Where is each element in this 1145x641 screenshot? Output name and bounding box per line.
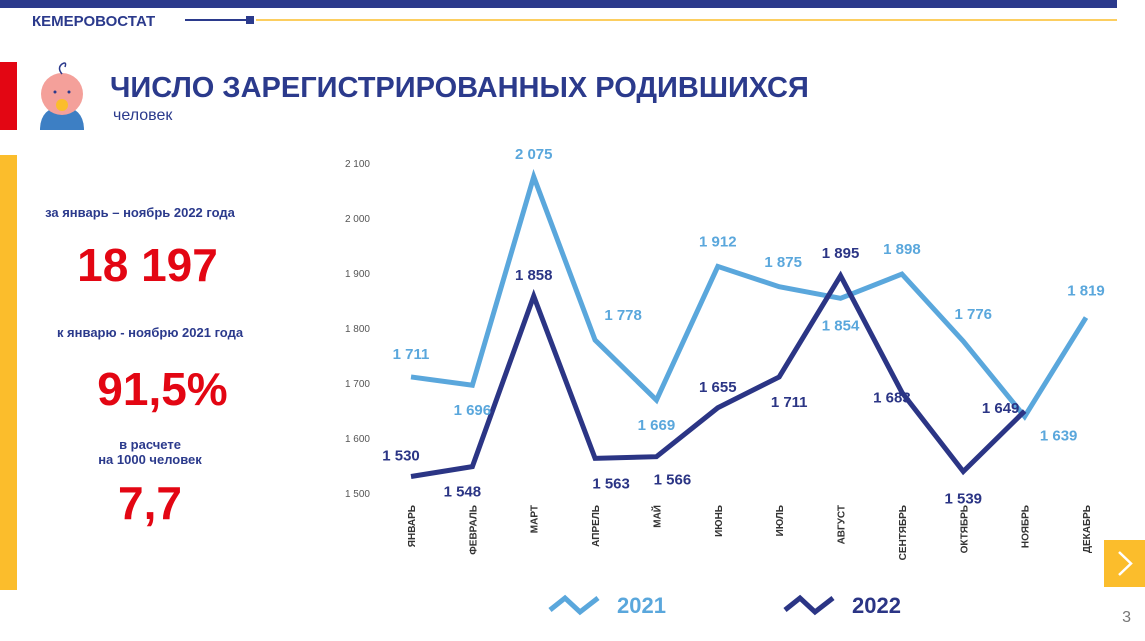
x-tick-label: ИЮЛЬ (775, 505, 786, 536)
x-tick-label: НОЯБРЬ (1021, 505, 1032, 548)
x-tick-label: ИЮНЬ (714, 505, 725, 537)
accent-bar (0, 62, 17, 130)
x-tick-label: ДЕКАБРЬ (1082, 505, 1093, 553)
stat-label: в расчете на 1000 человек (98, 437, 202, 467)
x-tick-label: МАРТ (530, 505, 541, 533)
brand: КЕМЕРОВОСТАТ (32, 13, 156, 30)
data-label: 1 683 (873, 389, 911, 406)
stat-value: 18 197 (77, 239, 218, 291)
next-button[interactable] (1104, 540, 1145, 587)
chart: 1 500 1 600 1 700 1 800 1 900 2 000 2 100 ЯНВАР… (345, 146, 1105, 618)
legend-label: 2021 (617, 593, 666, 618)
x-tick-label: ЯНВАРЬ (407, 505, 418, 547)
legend-swatch (548, 594, 600, 616)
x-tick-label: ОКТЯБРЬ (959, 505, 970, 553)
baby-icon (40, 62, 84, 130)
subtitle: человек (113, 107, 173, 124)
data-label: 1 778 (604, 307, 642, 324)
data-label: 1 566 (654, 472, 692, 489)
data-label: 1 854 (822, 317, 860, 334)
stat-value: 7,7 (118, 477, 182, 529)
x-tick-label: АВГУСТ (837, 505, 848, 544)
y-tick-label: 1 900 (345, 269, 370, 280)
stat-label: за январь – ноябрь 2022 года (45, 205, 235, 220)
y-tick-label: 1 500 (345, 489, 370, 500)
y-tick-label: 2 000 (345, 214, 370, 225)
top-bar (0, 0, 1117, 8)
y-tick-label: 1 600 (345, 434, 370, 445)
y-tick-label: 1 800 (345, 324, 370, 335)
data-label: 1 711 (771, 394, 808, 411)
x-tick-label: АПРЕЛЬ (591, 505, 602, 547)
legend-swatch (783, 594, 835, 616)
stat-label: к январю - ноябрю 2021 года (56, 325, 244, 340)
series-line (410, 168, 1089, 421)
data-label: 1 649 (982, 400, 1020, 417)
accent-bar (0, 155, 17, 590)
data-label: 1 776 (954, 306, 992, 323)
stat-value: 91,5% (97, 363, 228, 415)
data-label: 1 912 (699, 233, 737, 250)
data-label: 1 639 (1040, 428, 1078, 445)
data-label: 1 858 (515, 267, 553, 284)
data-label: 1 539 (944, 491, 982, 508)
data-label: 1 655 (699, 379, 737, 396)
data-label: 1 898 (883, 241, 921, 258)
next-arrow (1118, 551, 1133, 576)
x-tick-label: СЕНТЯБРЬ (898, 505, 909, 560)
data-label: 1 669 (638, 417, 676, 434)
data-label: 1 895 (822, 245, 860, 262)
title: ЧИСЛО ЗАРЕГИСТРИРОВАННЫХ РОДИВШИХСЯ (110, 72, 809, 104)
data-label: 1 548 (444, 484, 482, 501)
data-label: 1 819 (1067, 283, 1105, 300)
page-number: 3 (1122, 609, 1131, 626)
legend-label: 2022 (852, 593, 901, 618)
series-line (410, 270, 1027, 479)
data-label: 1 563 (592, 475, 630, 492)
x-tick-label: МАЙ (650, 505, 663, 528)
data-label: 1 711 (393, 346, 430, 363)
header-marker (246, 16, 254, 24)
data-label: 2 075 (515, 146, 553, 163)
y-tick-label: 2 100 (345, 159, 370, 170)
data-label: 1 696 (454, 402, 492, 419)
data-label: 1 875 (764, 254, 802, 271)
x-tick-label: ФЕВРАЛЬ (468, 505, 479, 555)
y-tick-label: 1 700 (345, 379, 370, 390)
data-label: 1 530 (382, 448, 420, 465)
